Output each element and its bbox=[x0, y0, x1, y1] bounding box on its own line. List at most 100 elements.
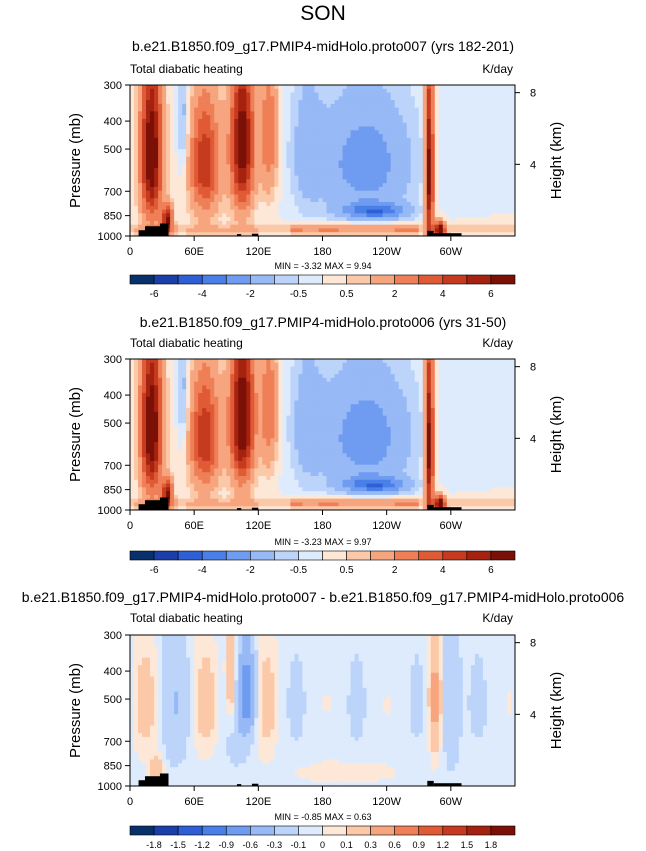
heatmap-cell bbox=[210, 400, 215, 405]
heatmap-cell bbox=[142, 385, 147, 390]
heatmap-cell bbox=[378, 168, 384, 173]
heatmap-cell bbox=[266, 217, 271, 222]
heatmap-cell bbox=[186, 190, 191, 195]
heatmap-cell bbox=[170, 85, 175, 90]
heatmap-cell bbox=[386, 88, 392, 93]
heatmap-cell bbox=[214, 362, 219, 367]
heatmap-cell bbox=[190, 100, 195, 105]
heatmap-cell bbox=[254, 186, 259, 192]
heatmap-cell bbox=[162, 205, 167, 210]
heatmap-cell bbox=[406, 141, 412, 146]
heatmap-cell bbox=[402, 175, 408, 180]
heatmap-cell bbox=[334, 190, 339, 195]
heatmap-cell bbox=[502, 141, 508, 146]
heatmap-cell bbox=[306, 145, 311, 150]
heatmap-cell bbox=[230, 107, 235, 112]
heatmap-cell bbox=[354, 111, 359, 116]
heatmap-cell bbox=[342, 396, 347, 401]
heatmap-cell bbox=[242, 366, 247, 371]
heatmap-cell bbox=[374, 228, 380, 233]
heatmap-cell bbox=[442, 171, 448, 177]
heatmap-cell bbox=[402, 220, 408, 226]
heatmap-cell bbox=[162, 370, 167, 375]
heatmap-cell bbox=[414, 160, 420, 165]
heatmap-cell bbox=[354, 179, 359, 184]
heatmap-cell bbox=[434, 370, 440, 375]
heatmap-cell bbox=[158, 385, 163, 390]
heatmap-cell bbox=[446, 85, 452, 90]
heatmap-cell bbox=[382, 111, 388, 116]
heatmap-cell bbox=[318, 396, 323, 401]
heatmap-cell bbox=[302, 164, 307, 169]
heatmap-cell bbox=[422, 213, 428, 218]
heatmap-cell bbox=[414, 202, 420, 207]
heatmap-cell bbox=[414, 370, 420, 375]
heatmap-cell bbox=[138, 366, 143, 371]
heatmap-cell bbox=[142, 209, 147, 214]
heatmap-cell bbox=[346, 96, 351, 101]
heatmap-cell bbox=[134, 152, 139, 158]
heatmap-cell bbox=[386, 190, 392, 195]
heatmap-cell bbox=[346, 198, 351, 203]
heatmap-cell bbox=[454, 389, 460, 394]
heatmap-cell bbox=[178, 362, 183, 367]
heatmap-cell bbox=[214, 85, 219, 90]
heatmap-cell bbox=[430, 366, 436, 371]
heatmap-cell bbox=[130, 205, 135, 210]
heatmap-cell bbox=[302, 126, 307, 131]
heatmap-cell bbox=[246, 175, 251, 180]
heatmap-cell bbox=[274, 134, 279, 139]
heatmap-cell bbox=[242, 198, 247, 203]
heatmap-cell bbox=[438, 141, 444, 146]
heatmap-cell bbox=[350, 374, 355, 379]
heatmap-cell bbox=[490, 92, 496, 97]
heatmap-cell bbox=[318, 179, 323, 184]
heatmap-cell bbox=[398, 232, 404, 237]
heatmap-cell bbox=[202, 88, 207, 93]
heatmap-cell bbox=[258, 156, 263, 161]
heatmap-cell bbox=[206, 377, 211, 383]
heatmap-cell bbox=[318, 122, 323, 127]
heatmap-cell bbox=[202, 377, 207, 383]
heatmap-cell bbox=[406, 190, 412, 195]
heatmap-cell bbox=[338, 164, 343, 169]
heatmap-cell bbox=[222, 92, 227, 97]
heatmap-cell bbox=[246, 202, 251, 207]
heatmap-cell bbox=[450, 111, 456, 116]
y-axis-label-right: Height (km) bbox=[548, 122, 565, 200]
heatmap-cell bbox=[418, 137, 424, 143]
heatmap-cell bbox=[446, 205, 452, 210]
heatmap-cell bbox=[146, 400, 151, 405]
heatmap-cell bbox=[202, 396, 207, 401]
heatmap-cell bbox=[502, 118, 508, 124]
heatmap-cell bbox=[306, 370, 311, 375]
heatmap-cell bbox=[234, 362, 239, 367]
heatmap-cell bbox=[314, 118, 319, 124]
heatmap-cell bbox=[510, 160, 516, 165]
heatmap-cell bbox=[190, 156, 195, 161]
heatmap-cell bbox=[326, 190, 331, 195]
heatmap-cell bbox=[478, 118, 484, 124]
heatmap-cell bbox=[478, 396, 484, 401]
heatmap-cell bbox=[334, 198, 339, 203]
heatmap-cell bbox=[294, 122, 299, 127]
heatmap-cell bbox=[290, 175, 295, 180]
heatmap-cell bbox=[378, 220, 384, 226]
heatmap-cell bbox=[370, 186, 376, 192]
heatmap-cell bbox=[254, 213, 259, 218]
heatmap-cell bbox=[162, 362, 167, 367]
heatmap-cell bbox=[262, 122, 267, 127]
heatmap-cell bbox=[382, 374, 388, 379]
heatmap-cell bbox=[450, 194, 456, 199]
heatmap-cell bbox=[142, 126, 147, 131]
heatmap-cell bbox=[334, 126, 339, 131]
heatmap-cell bbox=[186, 145, 191, 150]
heatmap-cell bbox=[354, 362, 359, 367]
heatmap-cell bbox=[282, 183, 287, 188]
heatmap-cell bbox=[282, 115, 287, 120]
heatmap-cell bbox=[510, 118, 516, 124]
heatmap-cell bbox=[362, 175, 368, 180]
heatmap-cell bbox=[322, 381, 327, 386]
heatmap-cell bbox=[234, 190, 239, 195]
heatmap-cell bbox=[466, 220, 472, 226]
